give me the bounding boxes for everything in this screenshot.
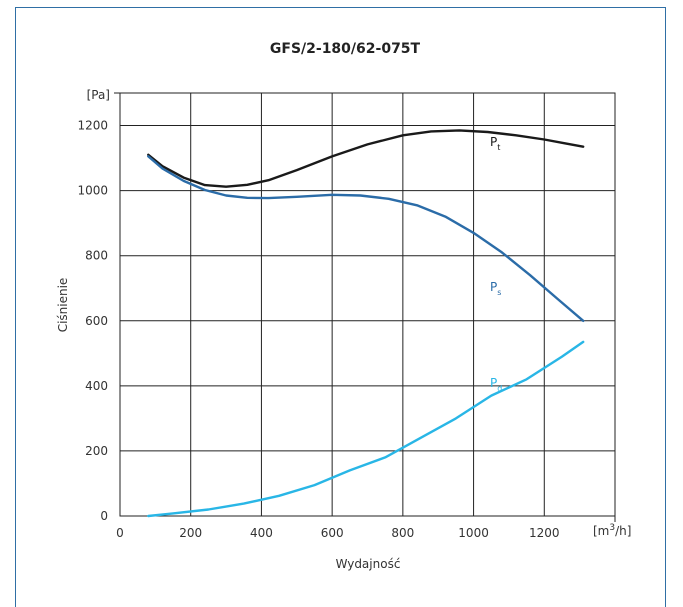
y-tick-label: 400 xyxy=(85,379,108,393)
x-axis-unit: [m3/h] xyxy=(593,523,631,538)
series-label-sub: t xyxy=(497,143,500,152)
series-line-ps xyxy=(147,155,585,322)
series-label-ps: Ps xyxy=(490,280,501,297)
y-tick-label: 200 xyxy=(85,444,108,458)
chart-frame xyxy=(15,7,666,607)
x-tick-label: 800 xyxy=(391,526,414,540)
y-tick-label: 800 xyxy=(85,249,108,263)
x-tick-label: 0 xyxy=(116,526,124,540)
x-axis-unit-sup: 3 xyxy=(609,523,615,533)
y-axis-label: Ciśnienie xyxy=(56,278,70,333)
x-tick-label: 600 xyxy=(321,526,344,540)
x-tick-label: 1000 xyxy=(458,526,489,540)
series-label-sub: s xyxy=(497,288,501,297)
y-tick-label: 0 xyxy=(100,509,108,523)
series-label-main: P xyxy=(490,280,497,294)
tick-labels: 0 200 400 600 800 1000 1200 0 200 400 600 800 1000 12… xyxy=(77,119,559,540)
series-label-pd: Pd xyxy=(490,376,502,393)
grid xyxy=(114,92,616,522)
series-label-main: P xyxy=(490,135,497,149)
x-axis-unit-tail: /h] xyxy=(615,524,631,538)
series-line-pd xyxy=(147,340,585,518)
x-tick-label: 1200 xyxy=(529,526,560,540)
plot-border xyxy=(119,92,616,517)
y-tick-label: 1000 xyxy=(77,184,108,198)
series-label-pt: Pt xyxy=(490,135,500,152)
x-axis-label: Wydajność xyxy=(336,557,401,571)
pressure-flow-chart: GFS/2-180/62-075T Ciśnienie Wydajność [P… xyxy=(56,41,631,571)
y-axis-unit: [Pa] xyxy=(87,88,110,102)
series-label-main: P xyxy=(490,376,497,390)
series-lines xyxy=(147,129,585,518)
series-line-pt xyxy=(147,129,585,188)
x-tick-label: 200 xyxy=(179,526,202,540)
x-axis-unit-base: [m xyxy=(593,524,609,538)
y-tick-label: 600 xyxy=(85,314,108,328)
y-tick-label: 1200 xyxy=(77,119,108,133)
x-tick-label: 400 xyxy=(250,526,273,540)
chart-title: GFS/2-180/62-075T xyxy=(270,41,421,57)
series-label-sub: d xyxy=(497,384,502,393)
